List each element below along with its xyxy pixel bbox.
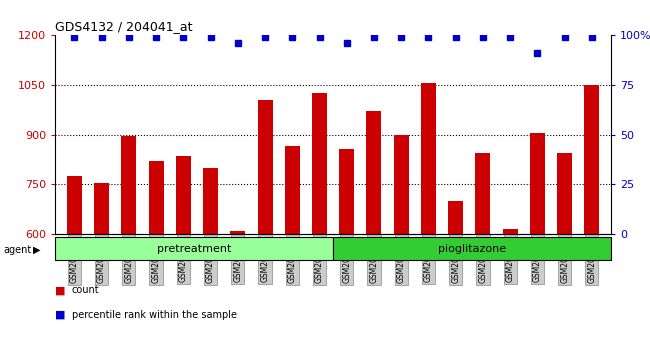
Text: pioglitazone: pioglitazone <box>438 244 506 254</box>
Text: pretreatment: pretreatment <box>157 244 231 254</box>
Text: GDS4132 / 204041_at: GDS4132 / 204041_at <box>55 20 193 33</box>
Text: ▶: ▶ <box>32 245 40 255</box>
Bar <box>421 83 436 354</box>
Text: percentile rank within the sample: percentile rank within the sample <box>72 310 237 320</box>
Bar <box>122 136 136 354</box>
Bar <box>203 167 218 354</box>
Bar <box>94 183 109 354</box>
Text: ■: ■ <box>55 310 66 320</box>
Bar <box>230 231 245 354</box>
Bar <box>448 201 463 354</box>
Bar <box>557 153 572 354</box>
Bar <box>55 237 333 260</box>
Bar <box>176 156 191 354</box>
Bar <box>367 112 382 354</box>
Bar <box>339 149 354 354</box>
Bar <box>257 100 272 354</box>
Bar <box>67 176 82 354</box>
Bar <box>333 237 611 260</box>
Bar <box>530 133 545 354</box>
Bar <box>584 85 599 354</box>
Bar <box>149 161 164 354</box>
Text: ■: ■ <box>55 285 66 295</box>
Bar <box>502 229 517 354</box>
Text: agent: agent <box>3 245 31 255</box>
Text: count: count <box>72 285 99 295</box>
Bar <box>312 93 327 354</box>
Bar <box>394 135 409 354</box>
Bar <box>285 146 300 354</box>
Bar <box>475 153 491 354</box>
